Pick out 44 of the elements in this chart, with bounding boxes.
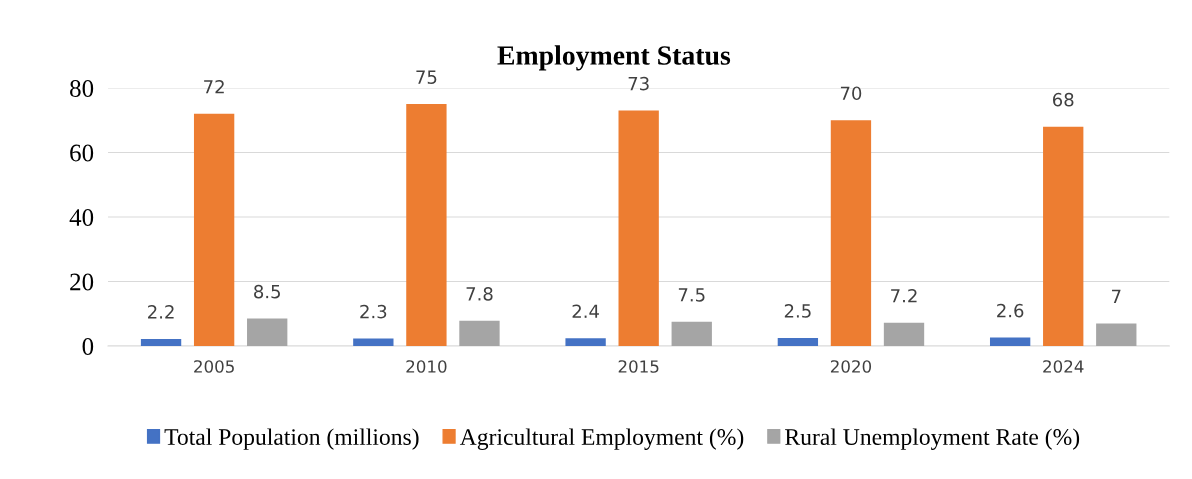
- legend-label: Total Population (millions): [164, 428, 419, 450]
- bar: [565, 338, 606, 346]
- data-label: 2.3: [360, 304, 387, 319]
- x-tick-label: 2020: [830, 360, 872, 373]
- legend-label: Agricultural Employment (%): [459, 428, 744, 450]
- data-label: 2.6: [997, 303, 1024, 318]
- x-tick-label: 2015: [618, 360, 659, 373]
- bar: [140, 338, 182, 346]
- data-label: 7: [1112, 289, 1121, 303]
- x-tick-label: 2024: [1043, 360, 1084, 373]
- data-label: 73: [628, 76, 649, 91]
- y-tick-label: 40: [69, 209, 94, 226]
- legend-label: Rural Unemployment Rate (%): [785, 428, 1080, 450]
- bar: [459, 320, 500, 346]
- data-label: 72: [204, 79, 224, 94]
- bar: [883, 322, 925, 346]
- data-label: 70: [840, 86, 862, 101]
- y-tick-label: 60: [70, 144, 94, 162]
- bar: [777, 337, 819, 346]
- bar: [618, 110, 659, 346]
- data-label: 2.5: [784, 304, 811, 318]
- data-label: 7.5: [678, 288, 705, 302]
- bar: [1043, 126, 1084, 346]
- bar: [830, 120, 872, 346]
- data-label: 7.2: [891, 288, 917, 303]
- y-tick-label: 80: [70, 80, 94, 97]
- x-tick-label: 2010: [406, 360, 447, 373]
- bar: [353, 338, 394, 346]
- data-label: 2.4: [572, 304, 599, 318]
- data-label: 68: [1052, 92, 1074, 107]
- bar: [406, 104, 447, 346]
- data-label: 7.8: [466, 287, 493, 301]
- bar: [193, 113, 235, 346]
- bar: [671, 321, 712, 346]
- data-label: 8.5: [254, 284, 280, 299]
- data-label: 75: [416, 70, 437, 84]
- bar: [1096, 323, 1137, 346]
- x-tick-label: 2005: [194, 360, 234, 373]
- data-label: 2.2: [148, 305, 174, 319]
- chart-title: Employment Status: [497, 45, 731, 71]
- y-tick-label: 20: [70, 273, 94, 291]
- bar: [247, 318, 288, 346]
- y-tick-label: 0: [82, 338, 94, 355]
- bar: [989, 337, 1031, 346]
